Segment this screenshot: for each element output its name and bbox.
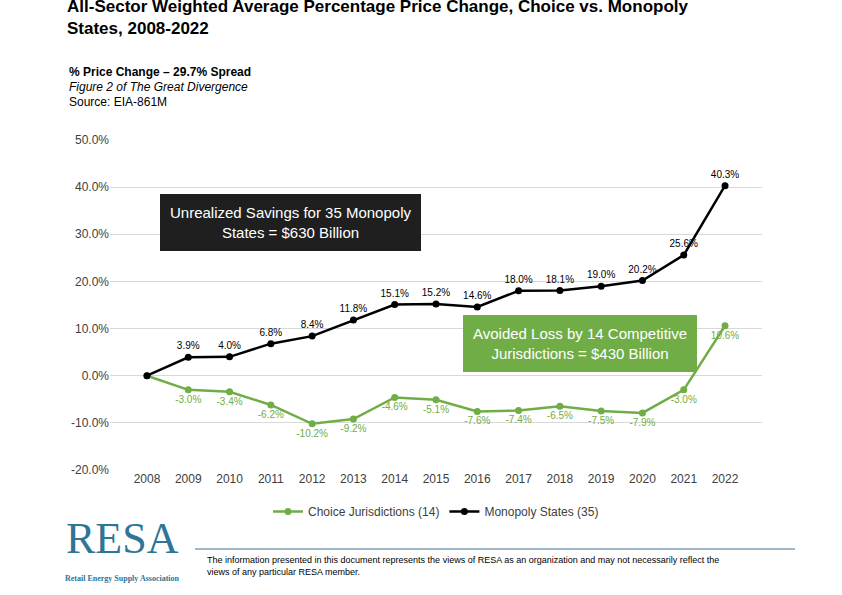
svg-text:2009: 2009 [175, 472, 202, 486]
svg-text:0.0%: 0.0% [82, 369, 110, 383]
svg-text:30.0%: 30.0% [75, 227, 109, 241]
svg-text:Monopoly States (35): Monopoly States (35) [484, 505, 598, 519]
svg-text:2013: 2013 [340, 472, 367, 486]
svg-text:2008: 2008 [134, 472, 161, 486]
svg-text:2015: 2015 [423, 472, 450, 486]
svg-text:-6.2%: -6.2% [258, 409, 284, 420]
svg-text:-5.1%: -5.1% [423, 404, 449, 415]
svg-text:-10.2%: -10.2% [296, 428, 328, 439]
svg-text:-7.4%: -7.4% [506, 414, 532, 425]
svg-text:18.0%: 18.0% [504, 274, 532, 285]
svg-text:40.3%: 40.3% [711, 169, 739, 180]
svg-text:10.6%: 10.6% [711, 330, 739, 341]
svg-text:Unrealized Savings for 35 Mono: Unrealized Savings for 35 MonopolyStates… [170, 204, 411, 241]
svg-text:Choice Jurisdictions (14): Choice Jurisdictions (14) [308, 505, 439, 519]
svg-text:% Price Change – 29.7% Spread: % Price Change – 29.7% Spread [69, 65, 251, 79]
svg-text:2019: 2019 [588, 472, 615, 486]
svg-text:14.6%: 14.6% [463, 290, 491, 301]
svg-text:-6.5%: -6.5% [547, 410, 573, 421]
svg-text:2010: 2010 [216, 472, 243, 486]
svg-text:-7.6%: -7.6% [464, 415, 490, 426]
svg-text:2021: 2021 [670, 472, 697, 486]
svg-text:All-Sector Weighted Average Pe: All-Sector Weighted Average Percentage P… [67, 0, 689, 38]
svg-text:2016: 2016 [464, 472, 491, 486]
svg-text:19.0%: 19.0% [587, 269, 615, 280]
svg-text:2018: 2018 [547, 472, 574, 486]
svg-text:Avoided Loss by 14 Competitive: Avoided Loss by 14 CompetitiveJurisdicti… [473, 325, 687, 362]
svg-text:3.9%: 3.9% [177, 340, 200, 351]
svg-text:4.0%: 4.0% [218, 340, 241, 351]
svg-text:-4.6%: -4.6% [382, 401, 408, 412]
svg-text:6.8%: 6.8% [259, 327, 282, 338]
svg-text:Source: EIA-861M: Source: EIA-861M [69, 95, 167, 109]
svg-text:-3.0%: -3.0% [175, 394, 201, 405]
svg-text:-3.4%: -3.4% [216, 396, 242, 407]
svg-text:-10.0%: -10.0% [71, 416, 109, 430]
svg-text:The information presented in t: The information presented in this docume… [207, 555, 719, 577]
svg-text:40.0%: 40.0% [75, 180, 109, 194]
svg-text:RESA: RESA [66, 514, 179, 563]
svg-text:20.0%: 20.0% [75, 275, 109, 289]
svg-text:-7.5%: -7.5% [588, 415, 614, 426]
svg-text:15.2%: 15.2% [422, 287, 450, 298]
svg-text:50.0%: 50.0% [75, 133, 109, 147]
svg-text:25.6%: 25.6% [670, 238, 698, 249]
svg-text:2022: 2022 [712, 472, 739, 486]
svg-text:2012: 2012 [299, 472, 326, 486]
svg-text:-3.0%: -3.0% [671, 394, 697, 405]
svg-text:-9.2%: -9.2% [340, 423, 366, 434]
svg-text:2011: 2011 [258, 472, 284, 486]
svg-text:10.0%: 10.0% [75, 322, 109, 336]
svg-text:2017: 2017 [505, 472, 532, 486]
svg-text:8.4%: 8.4% [301, 319, 324, 330]
svg-text:Figure 2 of The Great Divergen: Figure 2 of The Great Divergence [69, 80, 248, 94]
svg-text:2020: 2020 [629, 472, 656, 486]
svg-text:-7.9%: -7.9% [629, 417, 655, 428]
svg-text:Retail Energy Supply Associati: Retail Energy Supply Association [65, 574, 180, 583]
svg-text:20.2%: 20.2% [628, 264, 656, 275]
svg-text:-20.0%: -20.0% [71, 463, 109, 477]
svg-text:18.1%: 18.1% [546, 274, 574, 285]
svg-text:15.1%: 15.1% [381, 288, 409, 299]
svg-text:2014: 2014 [381, 472, 408, 486]
svg-text:11.8%: 11.8% [340, 303, 368, 314]
